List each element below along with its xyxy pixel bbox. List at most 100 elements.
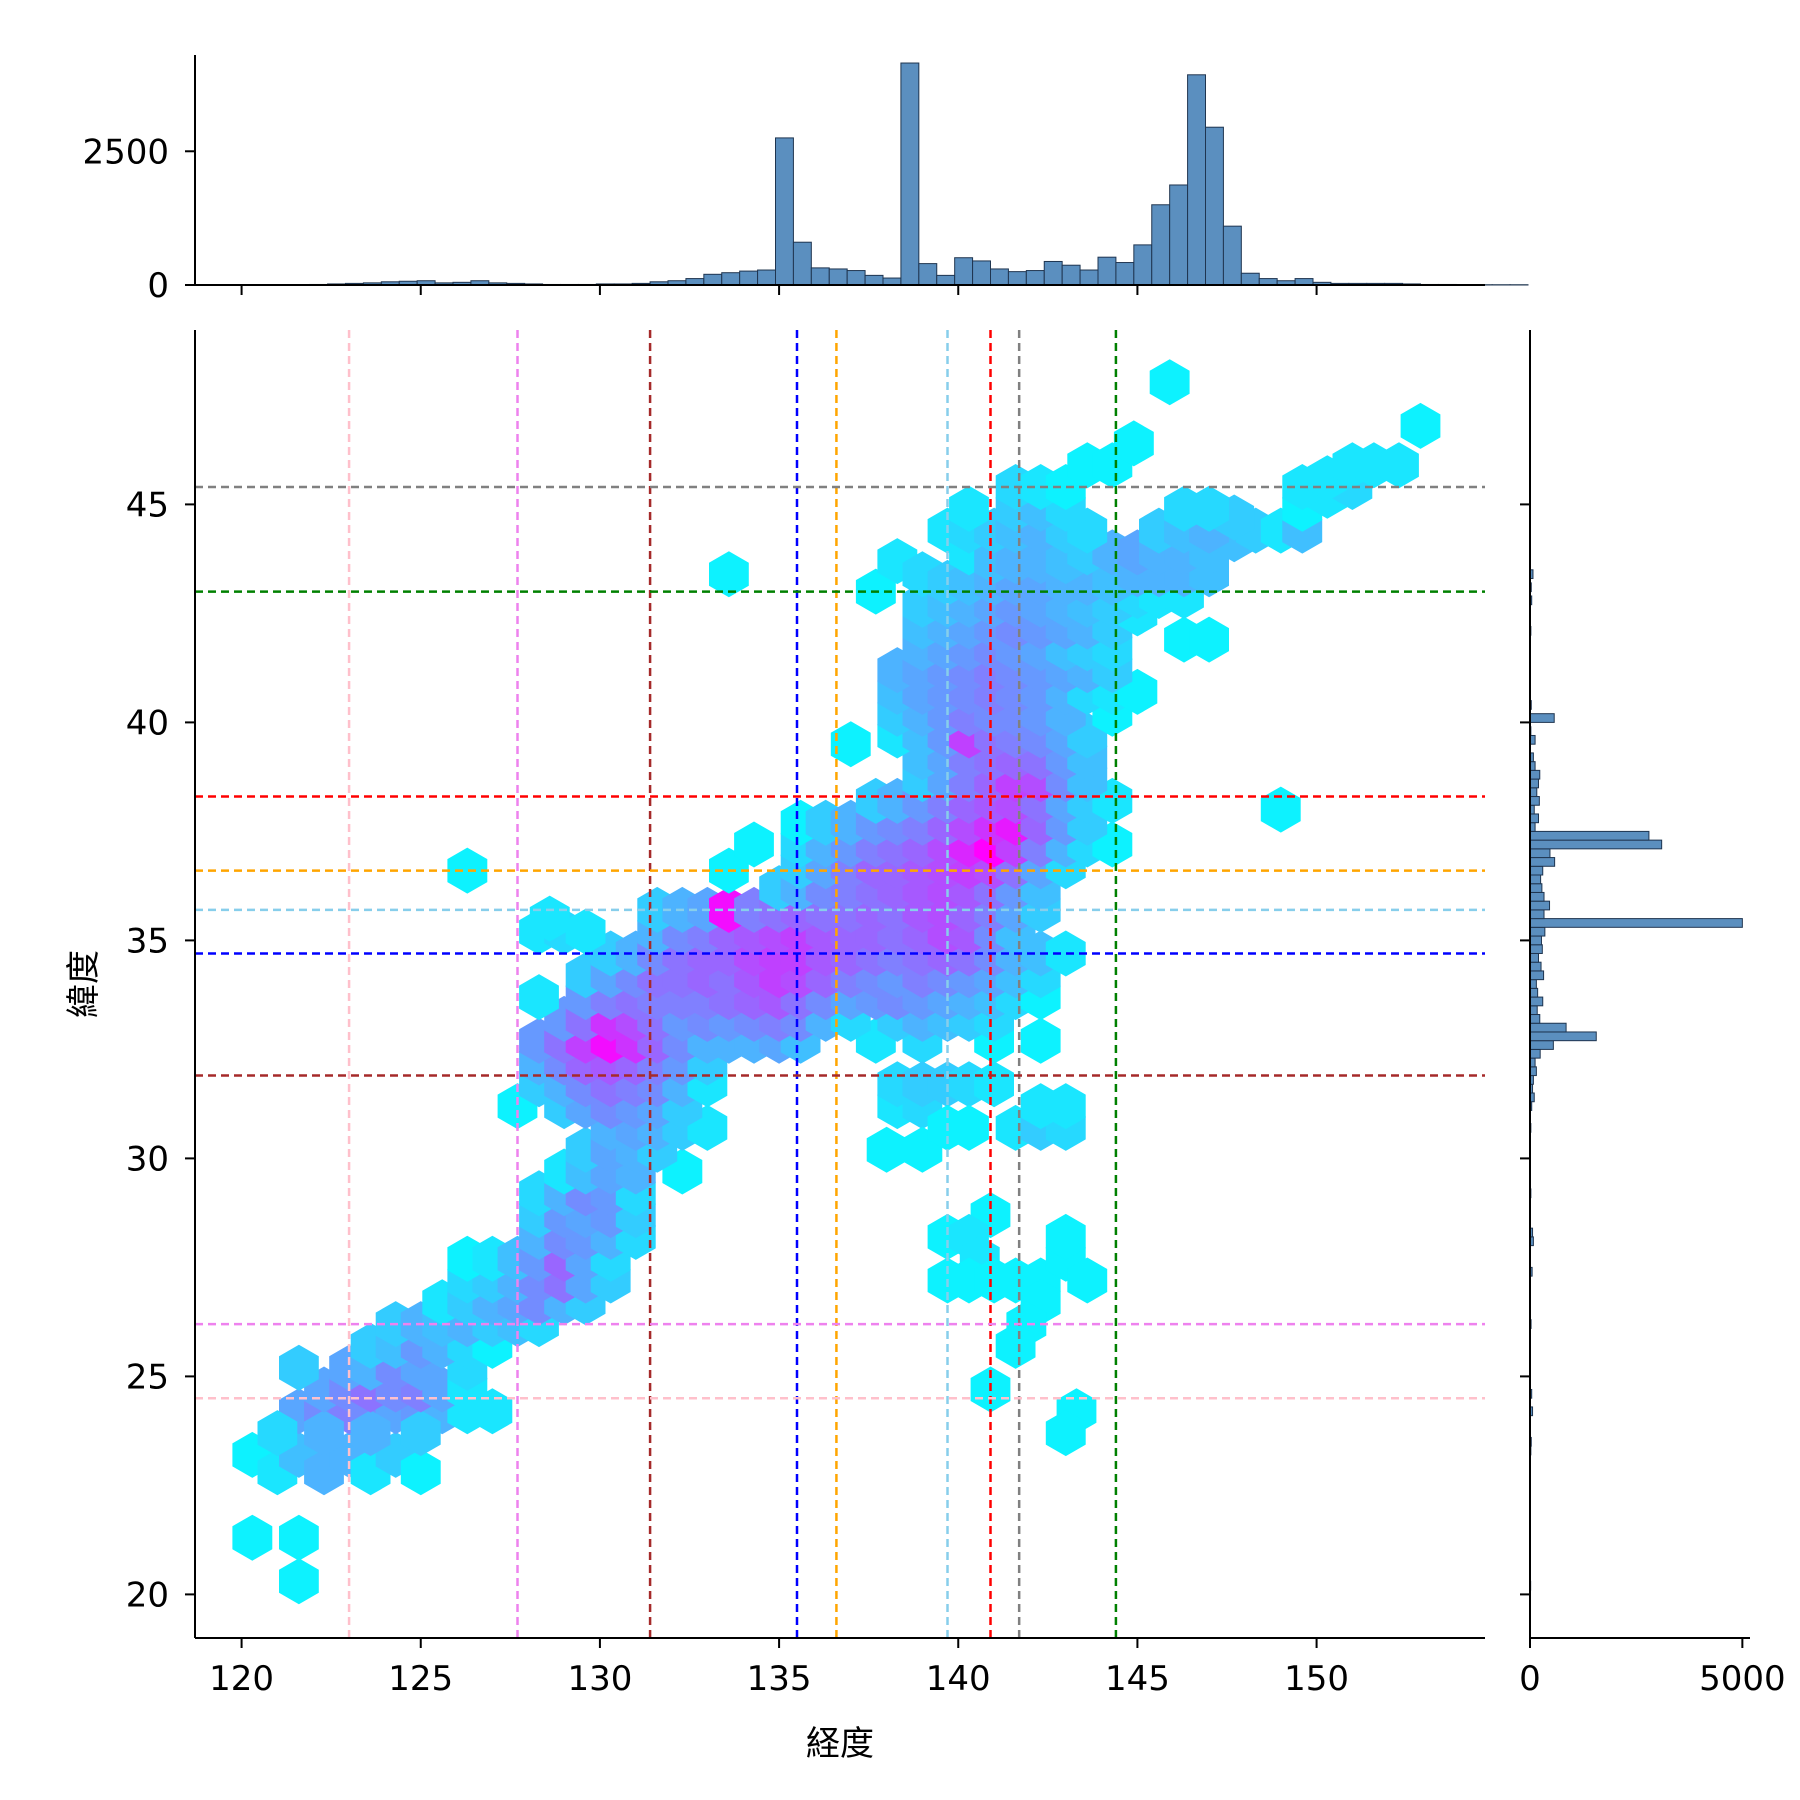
x-tick-label: 145	[1105, 1659, 1170, 1699]
hexbin-cell	[519, 974, 559, 1021]
y-hist-bar	[1529, 961, 1542, 972]
x-hist-bar	[846, 270, 866, 286]
x-hist-bar	[739, 270, 759, 286]
x-hist-bar	[900, 62, 920, 286]
y-hist-bar	[1529, 1048, 1541, 1059]
x-hist-bar	[1079, 269, 1099, 286]
hexbin-cell	[734, 821, 774, 868]
y-tick-label: 30	[126, 1139, 169, 1179]
x-hist-bar	[954, 257, 974, 286]
right-hist-count-label: 0	[1519, 1659, 1541, 1699]
x-hist-bar	[1025, 270, 1045, 286]
x-hist-bar	[990, 268, 1009, 286]
y-hist-bar	[1529, 996, 1544, 1007]
x-hist-bar	[1169, 184, 1189, 286]
y-hist-bar	[1529, 830, 1650, 841]
hexbin-cell	[279, 1344, 319, 1391]
reference-lines	[195, 330, 1485, 1638]
latitude-histogram	[1529, 499, 1743, 1591]
hexbin-cell	[995, 1322, 1036, 1369]
hexbin-cell	[1045, 1213, 1086, 1260]
x-tick-label: 140	[926, 1659, 991, 1699]
y-axis-label: 緯度	[64, 950, 104, 1018]
hexbin-cell	[232, 1514, 273, 1561]
y-hist-bar	[1529, 1005, 1538, 1016]
x-hist-bar	[1187, 74, 1207, 286]
y-hist-bar	[1529, 865, 1544, 876]
right-hist-count-label: 5000	[1699, 1659, 1786, 1699]
y-hist-bar	[1529, 813, 1539, 824]
x-tick-label: 125	[388, 1659, 453, 1699]
hexbin-cell	[350, 1410, 391, 1457]
x-hist-bar	[1007, 271, 1027, 286]
x-hist-bar	[1133, 244, 1153, 286]
longitude-histogram	[237, 62, 1529, 286]
x-hist-bar	[1115, 262, 1135, 286]
x-hist-bar	[1205, 126, 1224, 286]
y-hist-bar	[1529, 874, 1542, 885]
hexbin-cell	[974, 1061, 1014, 1108]
y-hist-bar	[1529, 848, 1551, 859]
x-hist-bar	[1151, 204, 1171, 286]
top-hist-count-label: 2500	[82, 132, 169, 172]
y-hist-bar	[1529, 839, 1663, 850]
y-hist-bar	[1529, 970, 1545, 981]
x-axis-label: 経度	[806, 1724, 874, 1764]
y-hist-bar	[1529, 796, 1540, 806]
y-hist-bar	[1529, 778, 1539, 789]
y-tick-label: 35	[126, 921, 169, 961]
y-tick-label: 25	[126, 1357, 169, 1397]
hexbin-cell	[400, 1449, 441, 1496]
y-tick-label: 40	[126, 703, 169, 743]
y-tick-label: 20	[126, 1575, 169, 1615]
y-hist-bar	[1529, 713, 1555, 723]
x-hist-bar	[757, 269, 776, 286]
hexbin-cell	[1189, 616, 1229, 663]
y-tick-label: 45	[126, 485, 169, 525]
x-hist-bar	[972, 260, 991, 286]
x-hist-bar	[936, 274, 956, 286]
hexbin-cell	[949, 485, 989, 532]
y-hist-bar	[1529, 1022, 1567, 1033]
hexbin-cell	[709, 551, 749, 598]
x-hist-bar	[703, 273, 723, 286]
x-hist-bar	[792, 241, 812, 286]
x-hist-bar	[1061, 264, 1081, 286]
x-hist-bar	[721, 272, 741, 286]
x-tick-label: 120	[209, 1659, 274, 1699]
hexbin-cell	[279, 1558, 319, 1605]
y-hist-bar	[1529, 1040, 1554, 1050]
y-hist-bar	[1529, 935, 1542, 946]
y-hist-bar	[1529, 1031, 1597, 1042]
hexbin-cell	[1260, 786, 1301, 833]
hexbin-cell	[1067, 1257, 1108, 1304]
x-hist-bar	[918, 263, 938, 286]
y-hist-bar	[1529, 857, 1556, 867]
hexbin-cell	[447, 847, 488, 894]
hexbin-cell	[279, 1514, 319, 1561]
x-hist-bar	[1222, 225, 1242, 286]
x-hist-bar	[810, 267, 830, 286]
x-hist-bar	[1097, 256, 1117, 286]
hexbin-cell	[830, 721, 871, 768]
hexbin-cell	[1379, 442, 1419, 489]
x-hist-bar	[828, 268, 848, 286]
hexbin-cell	[529, 895, 570, 942]
hexbin-cell	[304, 1410, 344, 1457]
hexbin-cell	[949, 1104, 989, 1151]
hexbin-cell	[400, 1410, 441, 1457]
hexbin-cell	[257, 1410, 298, 1457]
hexbin-plot-area	[195, 330, 1485, 1638]
axes: 120 125 130 135 140 145 150 20 25 30 35 40 45 0 2500 0 5…	[82, 55, 1786, 1699]
y-hist-bar	[1529, 926, 1546, 937]
hexbin-cell	[565, 908, 606, 955]
hexbin-cell	[1045, 930, 1086, 977]
y-hist-bar	[1529, 891, 1545, 902]
hexbin-cell	[1400, 402, 1441, 449]
y-hist-bar	[1529, 900, 1551, 911]
x-hist-bar	[864, 274, 884, 286]
hexbin-cell	[1189, 485, 1229, 532]
x-hist-bar	[1240, 272, 1260, 286]
y-hist-bar	[1529, 909, 1545, 920]
